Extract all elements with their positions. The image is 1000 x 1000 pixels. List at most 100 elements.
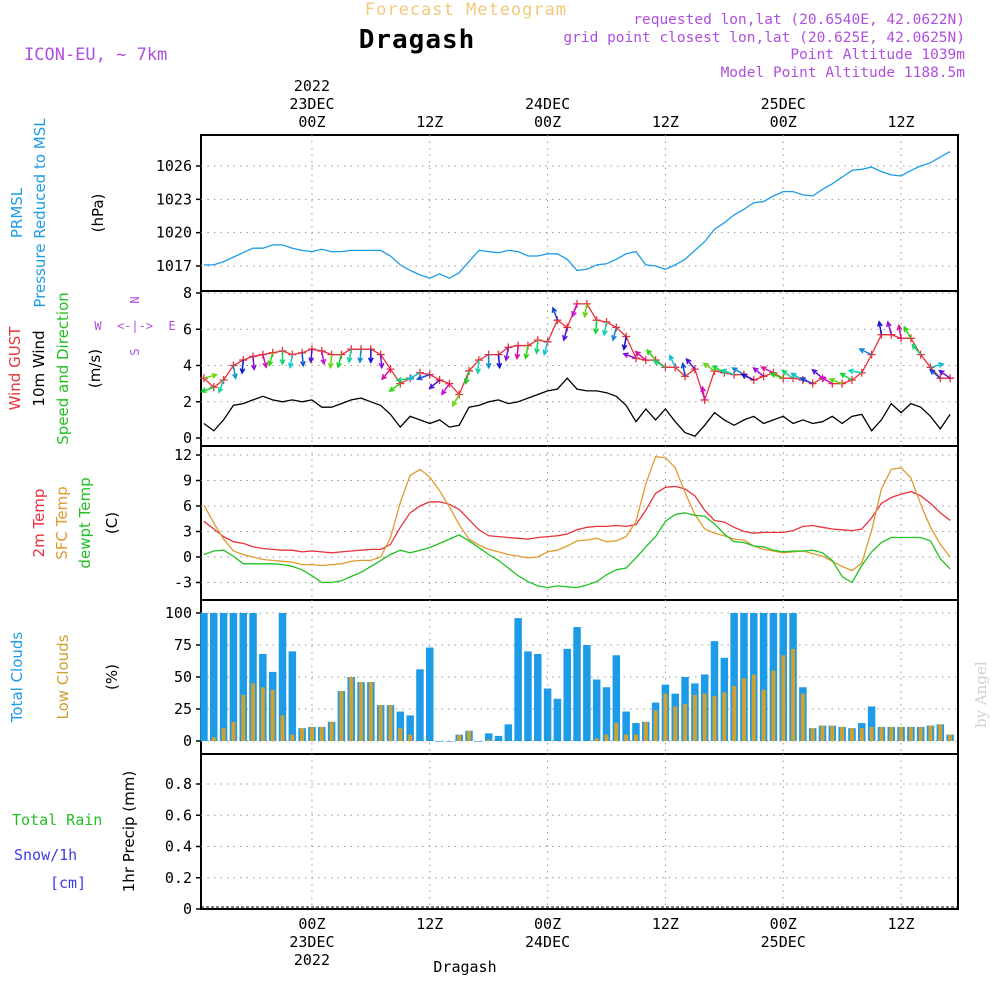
total-cloud-bar	[406, 715, 414, 741]
y-tick-label: 1026	[156, 157, 192, 175]
compass-east: E	[168, 319, 175, 333]
panel-axis-label: Speed and Direction	[54, 292, 72, 445]
gust-marker	[671, 363, 680, 372]
total-cloud-bar	[740, 613, 748, 741]
low-cloud-bar	[368, 682, 373, 741]
wind-arrow-head	[592, 328, 599, 335]
top-time-label: 00Z	[770, 113, 797, 131]
wind-arrow-head	[287, 362, 294, 370]
wind-arrow-head	[685, 357, 692, 365]
wind-arrow-head	[562, 334, 568, 342]
wind-direction-arrow	[646, 349, 657, 361]
wind-direction-arrow	[516, 345, 519, 359]
panel-axis-label: Low Clouds	[54, 634, 72, 719]
low-cloud-bar	[899, 726, 904, 741]
low-cloud-bar	[290, 734, 295, 741]
total-cloud-bar	[475, 741, 483, 742]
wind-direction-arrow	[203, 374, 217, 379]
top-time-label: 2022	[294, 77, 330, 95]
series-line	[203, 456, 951, 572]
low-cloud-bar	[771, 670, 776, 741]
wind-direction-arrow	[929, 369, 941, 379]
low-cloud-bar	[800, 693, 805, 741]
gust-marker	[730, 370, 739, 379]
low-cloud-bar	[359, 682, 364, 741]
y-tick-label: 25	[174, 700, 192, 718]
wind-direction-arrow	[329, 354, 333, 368]
wind-direction-arrow	[612, 327, 618, 341]
total-cloud-bar	[229, 613, 238, 741]
y-tick-label: 1020	[156, 224, 192, 242]
total-cloud-bar	[573, 627, 581, 741]
compass-arrows: <-|->	[117, 319, 153, 333]
low-cloud-bar	[918, 726, 923, 741]
y-tick-label: 1017	[156, 257, 192, 275]
top-time-label: 12Z	[652, 113, 679, 131]
wind-arrow-head	[475, 368, 482, 375]
wind-arrow-head	[571, 311, 577, 318]
low-cloud-bar	[221, 728, 226, 741]
low-cloud-bar	[486, 739, 491, 741]
wind-direction-arrow	[939, 370, 951, 379]
bottom-time-label: 12Z	[888, 915, 915, 933]
total-cloud-bar	[278, 613, 287, 741]
wind-arrow-head	[769, 372, 777, 378]
wind-arrow-head	[232, 373, 238, 380]
total-cloud-bar	[524, 651, 532, 741]
wind-direction-arrow	[829, 378, 843, 385]
wind-direction-arrow	[878, 321, 883, 335]
bottom-time-label: 25DEC	[761, 933, 806, 951]
wind-arrow-head	[811, 368, 818, 375]
low-cloud-bar	[712, 696, 717, 741]
wind-direction-arrow	[761, 366, 774, 374]
y-tick-label: 0	[183, 900, 192, 918]
wind-arrow-head	[336, 362, 342, 369]
series-line	[203, 485, 951, 554]
wind-arrow-head	[602, 329, 608, 337]
low-cloud-bar	[594, 738, 599, 741]
wind-arrow-head	[320, 358, 327, 366]
low-cloud-bar	[231, 721, 236, 741]
y-tick-label: 75	[174, 636, 192, 654]
total-cloud-bar	[445, 741, 454, 742]
wind-direction-arrow	[262, 354, 267, 368]
low-cloud-bar	[378, 705, 383, 741]
panel-frame	[200, 134, 959, 292]
panel-temperature: -3 0 3 6 9 12 2m Temp SFC Temp dewpt Temp (C)	[30, 445, 959, 601]
low-cloud-bar	[319, 726, 324, 741]
low-cloud-bar	[604, 734, 609, 741]
wind-arrow-head	[388, 386, 395, 393]
low-cloud-bar	[820, 725, 825, 741]
total-cloud-bar	[710, 641, 719, 741]
wind-arrow-head	[702, 362, 709, 369]
wind-arrow-head	[911, 343, 918, 350]
gust-marker	[631, 354, 640, 363]
wind-direction-arrow	[535, 340, 539, 354]
wind-direction-arrow	[552, 307, 559, 321]
low-cloud-bar	[329, 721, 334, 741]
wind-arrow-head	[441, 389, 447, 396]
wind-arrow-head	[523, 353, 530, 360]
series-line	[203, 377, 951, 437]
low-cloud-bar	[869, 726, 874, 741]
wind-direction-arrow	[898, 325, 902, 339]
wind-arrow-head	[485, 362, 492, 370]
low-cloud-bar	[270, 689, 275, 741]
total-cloud-bar	[288, 651, 297, 741]
panel-axis-label: 2m Temp	[30, 489, 48, 558]
wind-direction-arrow	[753, 367, 765, 377]
wind-arrow-head	[279, 359, 286, 366]
wind-direction-arrow	[241, 359, 244, 374]
wind-arrow-head	[611, 334, 617, 342]
wind-arrow-head	[381, 374, 388, 381]
low-cloud-bar	[211, 737, 216, 741]
wind-direction-arrow	[505, 347, 510, 361]
wind-direction-arrow	[397, 377, 411, 382]
y-tick-label: 4	[183, 357, 192, 375]
wind-direction-arrow	[252, 356, 255, 370]
low-cloud-bar	[663, 693, 668, 741]
wind-arrow-head	[551, 306, 558, 314]
low-cloud-bar	[633, 734, 638, 741]
wind-direction-arrow	[563, 327, 568, 341]
top-time-label: 24DEC	[525, 95, 570, 113]
